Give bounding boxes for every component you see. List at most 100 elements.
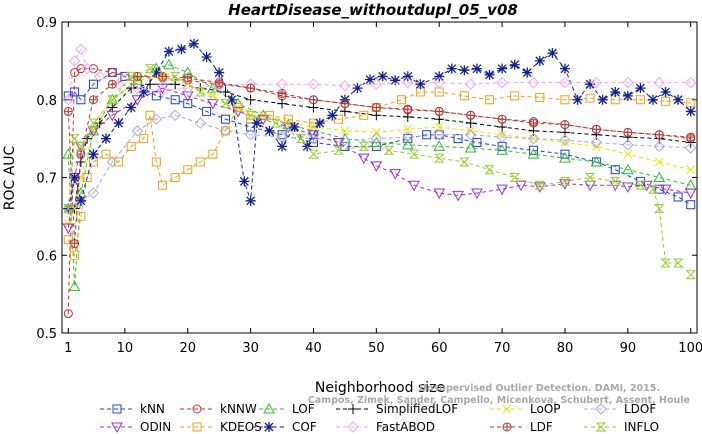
data-point-odin <box>181 91 194 102</box>
data-point-ldf <box>623 127 633 137</box>
data-point-odin <box>452 190 464 202</box>
data-point-lof <box>68 280 81 291</box>
data-point-inflo <box>245 110 256 120</box>
data-point-loop <box>623 149 633 159</box>
data-point-loop <box>497 130 507 140</box>
data-point-ldf <box>214 78 224 88</box>
x-tick-label: 20 <box>179 341 196 356</box>
y-tick-label: 0.9 <box>36 16 57 31</box>
data-point-ldof <box>370 132 383 145</box>
data-point-ldof <box>219 125 232 137</box>
series-line-fastabod <box>67 47 691 100</box>
data-point-cof <box>176 44 187 55</box>
data-point-lof <box>621 163 634 175</box>
x-tick-label: 30 <box>242 341 259 356</box>
data-point-cof <box>497 63 508 74</box>
data-point-loop <box>654 157 664 167</box>
legend-item-inflo: INFLO <box>584 420 659 434</box>
data-point-cof <box>597 94 608 105</box>
legend-label-cof: COF <box>292 420 317 434</box>
data-point-ldof <box>106 156 119 168</box>
data-point-cof <box>534 55 545 66</box>
watermark-line-2: Campos, Zimek, Sander, Campello, Micenko… <box>308 395 690 406</box>
legend-marker-fastabod <box>347 421 359 433</box>
data-point-kdeos <box>397 95 407 105</box>
data-point-inflo <box>408 149 420 159</box>
data-point-fastabod <box>112 78 125 90</box>
series-layer <box>62 38 697 319</box>
data-point-ldf <box>466 110 476 120</box>
data-point-cof <box>673 94 684 105</box>
series-cof <box>63 38 696 214</box>
data-point-inflo <box>75 141 87 151</box>
legend-marker-odin <box>111 422 123 434</box>
data-point-inflo <box>685 270 696 280</box>
data-point-knn <box>472 138 482 148</box>
data-point-ldf <box>158 71 168 81</box>
legend-label-loop: LoOP <box>530 402 561 416</box>
series-line-inflo <box>67 68 692 276</box>
legend-item-simplifiedlof: SimplifiedLOF <box>336 402 458 416</box>
y-tick-label: 0.8 <box>36 94 57 109</box>
x-tick-label: 90 <box>620 341 637 356</box>
data-point-cof <box>201 51 212 62</box>
x-tick-label: 70 <box>494 341 511 356</box>
legend-marker-knnw <box>192 404 202 414</box>
data-point-odin <box>370 161 383 172</box>
data-point-ldf <box>371 103 381 113</box>
data-point-ldf <box>70 239 80 249</box>
data-point-inflo <box>383 145 395 155</box>
data-point-cof <box>327 110 338 121</box>
data-point-odin <box>659 184 672 196</box>
x-tick-label: 60 <box>431 341 448 356</box>
data-point-kdeos <box>70 250 80 260</box>
data-point-knn <box>610 165 620 175</box>
data-point-cof <box>277 141 288 152</box>
data-point-kdeos <box>535 92 545 102</box>
data-point-fastabod <box>131 82 144 94</box>
data-point-cof <box>377 71 388 82</box>
data-point-cof <box>151 67 162 78</box>
series-inflo <box>63 64 696 280</box>
data-point-lof <box>590 155 603 167</box>
data-point-cof <box>352 83 363 94</box>
data-point-ldf <box>88 95 98 105</box>
data-point-lof <box>464 141 477 153</box>
data-point-inflo <box>308 149 319 159</box>
data-point-fastabod <box>68 55 81 67</box>
data-point-cof <box>547 48 558 59</box>
data-point-fastabod <box>307 78 320 90</box>
legend-item-loop: LoOP <box>490 402 561 416</box>
data-point-cof <box>69 172 80 183</box>
series-line-simplifiedlof <box>68 83 691 210</box>
data-point-fastabod <box>559 76 571 89</box>
data-point-cof <box>685 106 696 117</box>
legend-marker-cof <box>264 422 274 432</box>
data-point-knn <box>76 95 86 105</box>
data-point-ldf <box>686 132 696 142</box>
data-point-cof <box>251 118 262 129</box>
data-point-kdeos <box>139 134 149 144</box>
data-point-kdeos <box>158 180 168 190</box>
data-point-odin <box>408 180 420 192</box>
series-line-lof <box>67 64 691 287</box>
data-point-kdeos <box>208 149 218 159</box>
y-axis-label: ROC AUC <box>2 145 18 210</box>
legend-label-knnw: kNNW <box>220 402 257 416</box>
data-point-ldof <box>169 109 181 122</box>
data-point-simplifiedlof <box>145 79 156 90</box>
data-point-ldf <box>497 114 507 124</box>
data-point-loop <box>340 126 350 136</box>
data-point-loop <box>372 128 381 137</box>
data-point-fastabod <box>685 76 697 89</box>
data-point-cof <box>522 67 533 78</box>
data-point-kdeos <box>101 149 111 159</box>
data-point-lof <box>370 136 383 148</box>
data-point-simplifiedlof <box>220 86 231 97</box>
data-point-kdeos <box>283 114 293 124</box>
data-point-ldf <box>529 118 539 128</box>
data-point-cof <box>289 121 300 132</box>
data-point-odin <box>332 138 345 149</box>
data-point-cof <box>365 74 376 85</box>
